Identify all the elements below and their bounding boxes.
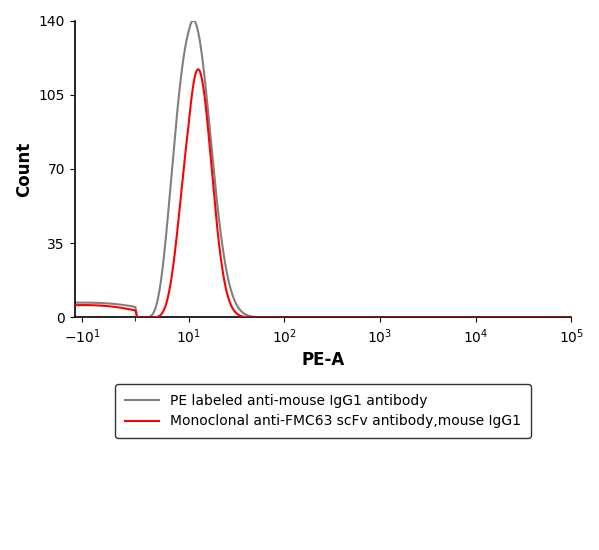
- PE labeled anti-mouse IgG1 antibody: [219, 245, 226, 251]
- Line: PE labeled anti-mouse IgG1 antibody: PE labeled anti-mouse IgG1 antibody: [65, 20, 571, 317]
- Monoclonal anti-FMC63 scFv antibody,mouse IgG1: [205, 129, 212, 135]
- Line: Monoclonal anti-FMC63 scFv antibody,mouse IgG1: Monoclonal anti-FMC63 scFv antibody,mous…: [65, 69, 571, 317]
- Monoclonal anti-FMC63 scFv antibody,mouse IgG1: [140, 314, 147, 321]
- PE labeled anti-mouse IgG1 antibody: [193, 25, 201, 31]
- Monoclonal anti-FMC63 scFv antibody,mouse IgG1: [195, 66, 202, 73]
- Monoclonal anti-FMC63 scFv antibody,mouse IgG1: [62, 302, 69, 309]
- PE labeled anti-mouse IgG1 antibody: [190, 17, 197, 24]
- Y-axis label: Count: Count: [15, 141, 33, 196]
- Monoclonal anti-FMC63 scFv antibody,mouse IgG1: [568, 314, 575, 321]
- PE labeled anti-mouse IgG1 antibody: [140, 314, 147, 321]
- X-axis label: PE-A: PE-A: [301, 351, 344, 370]
- PE labeled anti-mouse IgG1 antibody: [198, 45, 205, 52]
- PE labeled anti-mouse IgG1 antibody: [62, 300, 69, 306]
- Monoclonal anti-FMC63 scFv antibody,mouse IgG1: [198, 72, 205, 78]
- PE labeled anti-mouse IgG1 antibody: [205, 111, 212, 118]
- PE labeled anti-mouse IgG1 antibody: [211, 180, 219, 186]
- PE labeled anti-mouse IgG1 antibody: [568, 314, 575, 321]
- Monoclonal anti-FMC63 scFv antibody,mouse IgG1: [211, 202, 219, 209]
- Monoclonal anti-FMC63 scFv antibody,mouse IgG1: [219, 268, 226, 274]
- Monoclonal anti-FMC63 scFv antibody,mouse IgG1: [193, 67, 201, 73]
- Legend: PE labeled anti-mouse IgG1 antibody, Monoclonal anti-FMC63 scFv antibody,mouse I: PE labeled anti-mouse IgG1 antibody, Mon…: [115, 384, 531, 438]
